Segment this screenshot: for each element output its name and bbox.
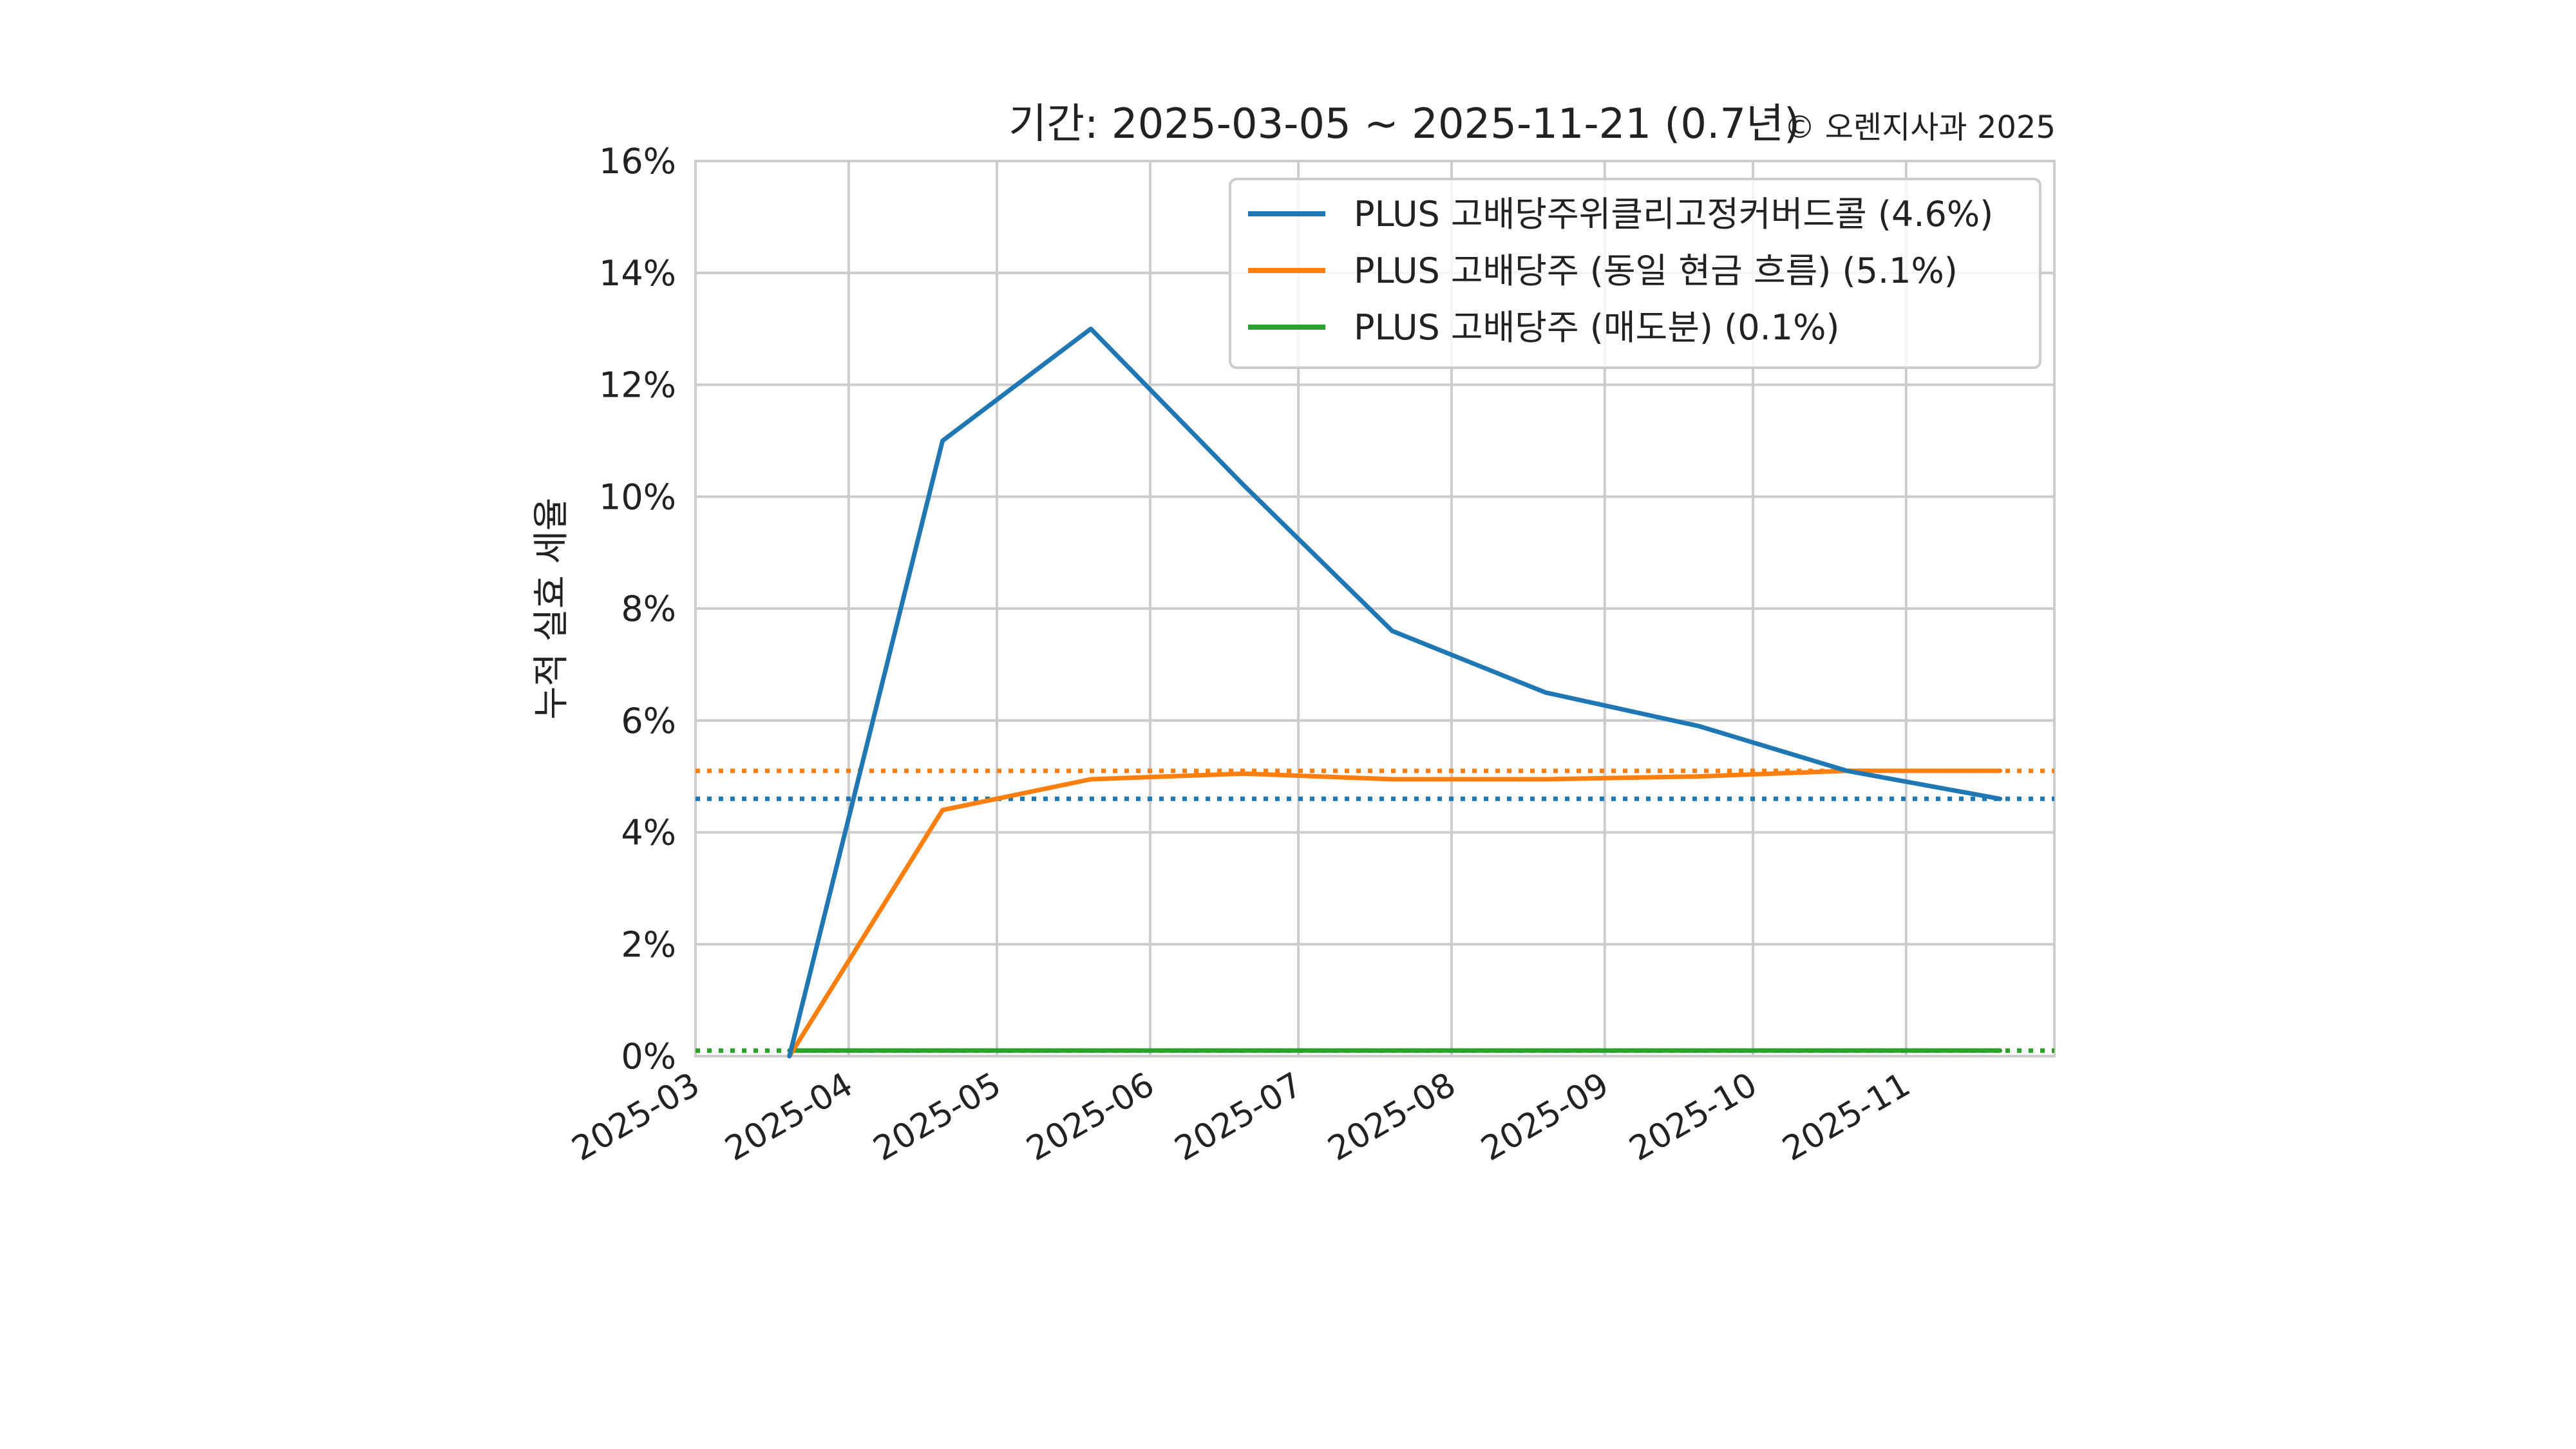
y-tick-label: 14% [599, 253, 676, 294]
y-tick-label: 2% [621, 924, 676, 965]
y-tick-label: 10% [599, 477, 676, 517]
legend-box [1229, 178, 2041, 369]
plot-frame [694, 160, 2056, 1057]
legend-label: PLUS 고배당주 (동일 현금 흐름) (5.1%) [1354, 251, 1958, 291]
y-tick-label: 12% [599, 365, 676, 406]
legend-label: PLUS 고배당주 (매도분) (0.1%) [1354, 307, 1839, 348]
y-tick-label: 16% [599, 141, 676, 182]
y-tick-label: 8% [621, 589, 676, 629]
chart-title: 기간: 2025-03-05 ~ 2025-11-21 (0.7년) [1009, 100, 1800, 148]
y-tick-label: 6% [621, 701, 676, 741]
y-axis: 0% 2% 4% 6% 8% 10% 12% 14% 16% [599, 141, 676, 1077]
y-axis-label: 누적 실효 세율 [531, 498, 573, 720]
series-lines [787, 327, 2003, 1059]
series-line [787, 768, 2003, 1059]
y-tick-label: 4% [621, 813, 676, 853]
legend-label: PLUS 고배당주위클리고정커버드콜 (4.6%) [1354, 194, 1993, 234]
legend: PLUS 고배당주위클리고정커버드콜 (4.6%) PLUS 고배당주 (동일 현… [1229, 178, 2041, 369]
series-line [787, 327, 2003, 1059]
y-tick-label: 0% [621, 1036, 676, 1077]
chart-subtitle: © 오렌지사과 2025 [1785, 109, 2056, 146]
